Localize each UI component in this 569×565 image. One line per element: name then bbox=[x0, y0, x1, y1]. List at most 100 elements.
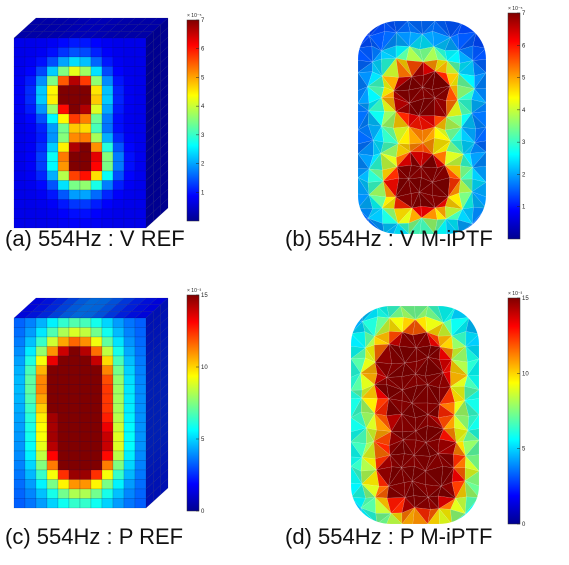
voxel-front-cell bbox=[79, 47, 92, 58]
colorbar-exponent: × 10⁻³ bbox=[187, 288, 202, 294]
voxel-front-cell bbox=[134, 422, 147, 433]
mesh-face bbox=[358, 21, 371, 37]
voxel-front-cell bbox=[35, 123, 48, 134]
voxel-front-cell bbox=[112, 346, 125, 357]
mesh-face bbox=[472, 166, 486, 183]
voxel-front-cell bbox=[13, 498, 26, 509]
voxel-front-cell bbox=[90, 94, 103, 105]
voxel-front-cell bbox=[35, 75, 48, 86]
voxel-front-cell bbox=[112, 151, 125, 162]
mesh-face bbox=[415, 425, 428, 443]
voxel-front-cell bbox=[46, 132, 59, 143]
voxel-front-cell bbox=[79, 37, 92, 48]
mesh-face bbox=[453, 453, 466, 469]
voxel-front-cell bbox=[24, 180, 37, 191]
voxel-front-cell bbox=[134, 208, 147, 219]
figure-panel-a: × 10⁻⁵ 1 2 3 4 5 6 7 (a) 554Hz : V REF bbox=[0, 0, 285, 282]
voxel-front-cell bbox=[123, 327, 136, 338]
voxel-front-cell bbox=[79, 327, 92, 338]
voxel-front-cell bbox=[79, 393, 92, 404]
mesh-face bbox=[458, 49, 474, 64]
voxel-front-cell bbox=[134, 132, 147, 143]
voxel-front-cell bbox=[112, 85, 125, 96]
voxel-front-cell bbox=[112, 161, 125, 172]
voxel-front-cell bbox=[57, 374, 70, 385]
voxel-front-cell bbox=[35, 384, 48, 395]
voxel-front-cell bbox=[46, 488, 59, 499]
mesh-face bbox=[415, 373, 429, 386]
colorbar-gradient bbox=[186, 294, 200, 512]
voxel-front-cell bbox=[68, 180, 81, 191]
voxel-front-cell bbox=[57, 75, 70, 86]
voxel-front-cell bbox=[24, 355, 37, 366]
voxel-front-cell bbox=[112, 384, 125, 395]
voxel-front-cell bbox=[79, 161, 92, 172]
mesh-face bbox=[408, 207, 422, 224]
voxel-front-cell bbox=[13, 161, 26, 172]
voxel-front-cell bbox=[123, 346, 136, 357]
voxel-front-cell bbox=[123, 479, 136, 490]
mesh-face bbox=[425, 306, 444, 324]
mesh-face bbox=[415, 413, 429, 432]
voxel-front-cell bbox=[24, 431, 37, 442]
voxel-front-cell bbox=[57, 142, 70, 153]
voxel-front-cell bbox=[134, 151, 147, 162]
voxel-front-cell bbox=[134, 66, 147, 77]
mesh-face bbox=[432, 181, 449, 198]
voxel-front-cell bbox=[68, 85, 81, 96]
colorbar-d: × 10⁻³ 0 5 10 15 bbox=[507, 291, 529, 528]
voxel-front-cell bbox=[68, 113, 81, 124]
voxel-front-cell bbox=[90, 393, 103, 404]
figure-panel-c: × 10⁻³ 0 5 10 15 (c) 554Hz : P REF bbox=[0, 282, 285, 565]
voxel-front-cell bbox=[90, 488, 103, 499]
colorbar-b: × 10⁻⁵ 1 2 3 4 5 6 7 bbox=[507, 6, 526, 240]
voxel-front-cell bbox=[79, 132, 92, 143]
mesh-face bbox=[372, 125, 384, 143]
mesh-face bbox=[381, 57, 397, 77]
voxel-front-cell bbox=[101, 142, 114, 153]
voxel-front-cell bbox=[112, 113, 125, 124]
voxel-front-cell bbox=[101, 498, 114, 509]
voxel-front-cell bbox=[24, 123, 37, 134]
voxel-front-cell bbox=[134, 189, 147, 200]
voxel-front-cell bbox=[101, 431, 114, 442]
mesh-face bbox=[358, 140, 374, 155]
voxel-front-cell bbox=[112, 412, 125, 423]
voxel-front-cell bbox=[24, 113, 37, 124]
voxel-front-cell bbox=[68, 47, 81, 58]
voxel-front-cell bbox=[79, 422, 92, 433]
voxel-front-cell bbox=[46, 161, 59, 172]
mesh-face bbox=[396, 165, 412, 180]
mesh-face bbox=[422, 61, 436, 76]
voxel-front-cell bbox=[134, 37, 147, 48]
voxel-front-cell bbox=[24, 374, 37, 385]
voxel-front-cell bbox=[24, 488, 37, 499]
voxel-front-cell bbox=[46, 113, 59, 124]
voxel-front-cell bbox=[46, 208, 59, 219]
voxel-front-cell bbox=[134, 374, 147, 385]
mesh-face bbox=[386, 362, 406, 379]
mesh-face bbox=[465, 455, 479, 472]
voxel-front-cell bbox=[24, 132, 37, 143]
mesh-face bbox=[420, 166, 434, 183]
mesh-face bbox=[454, 414, 469, 431]
voxel-front-cell bbox=[13, 66, 26, 77]
voxel-front-cell bbox=[112, 488, 125, 499]
mesh-face bbox=[408, 126, 424, 145]
voxel-front-cell bbox=[134, 85, 147, 96]
mesh-face bbox=[373, 440, 391, 459]
voxel-front-cell bbox=[90, 355, 103, 366]
mesh-face bbox=[432, 195, 449, 209]
mesh-face bbox=[457, 21, 477, 35]
voxel-front-cell bbox=[112, 393, 125, 404]
voxel-front-cell bbox=[57, 479, 70, 490]
voxel-front-cell bbox=[112, 37, 125, 48]
mesh-face bbox=[393, 196, 413, 209]
mesh-face bbox=[381, 97, 397, 112]
voxel-front-cell bbox=[35, 47, 48, 58]
voxel-front-cell bbox=[112, 123, 125, 134]
mesh-face bbox=[451, 346, 467, 361]
mesh-face bbox=[410, 191, 420, 209]
mesh-face bbox=[351, 456, 363, 467]
voxel-front-cell bbox=[112, 56, 125, 67]
